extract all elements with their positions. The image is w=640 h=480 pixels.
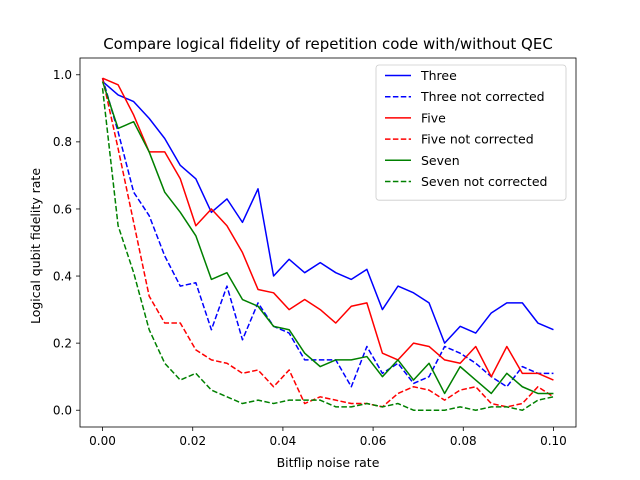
y-axis-title: Logical qubit fidelity rate xyxy=(28,168,43,324)
series-line-0 xyxy=(102,80,554,344)
series-line-2 xyxy=(102,77,554,381)
series-line-3 xyxy=(101,77,554,408)
x-tick-label: 0.02 xyxy=(179,434,206,448)
legend-label-5: Seven not corrected xyxy=(421,174,547,189)
chart-title: Compare logical fidelity of repetition c… xyxy=(103,35,553,53)
y-tick-label: 0.6 xyxy=(53,202,72,216)
axes-layer: 0.00 0.02 0.04 0.06 0.08 0.10 0.0 0.2 0.4 0.6 0.8 1… xyxy=(53,57,577,448)
x-tick-label: 0.06 xyxy=(360,434,387,448)
legend: Three Three not corrected Five Five not cor… xyxy=(375,64,567,201)
series-line-4 xyxy=(101,81,554,395)
legend-box xyxy=(375,64,567,201)
x-tick-label: 0.00 xyxy=(89,434,116,448)
series-line-1 xyxy=(101,77,554,388)
y-tick-label: 1.0 xyxy=(53,68,72,82)
x-tick-label: 0.04 xyxy=(270,434,297,448)
legend-label-0: Three xyxy=(420,68,457,83)
legend-label-4: Seven xyxy=(421,153,460,168)
series-line-5 xyxy=(101,88,554,411)
y-tick-label: 0.8 xyxy=(53,135,72,149)
x-tick-label: 0.10 xyxy=(540,434,567,448)
x-axis-title: Bitflip noise rate xyxy=(277,455,380,470)
y-tick-label: 0.4 xyxy=(53,269,72,283)
y-tick-label: 0.2 xyxy=(53,336,72,350)
y-tick-label: 0.0 xyxy=(53,404,72,418)
series-layer xyxy=(101,77,554,411)
legend-label-3: Five not corrected xyxy=(421,132,534,147)
axes-frame xyxy=(79,57,577,428)
legend-label-1: Three not corrected xyxy=(420,89,545,104)
legend-label-2: Five xyxy=(421,110,446,125)
x-tick-label: 0.08 xyxy=(450,434,477,448)
